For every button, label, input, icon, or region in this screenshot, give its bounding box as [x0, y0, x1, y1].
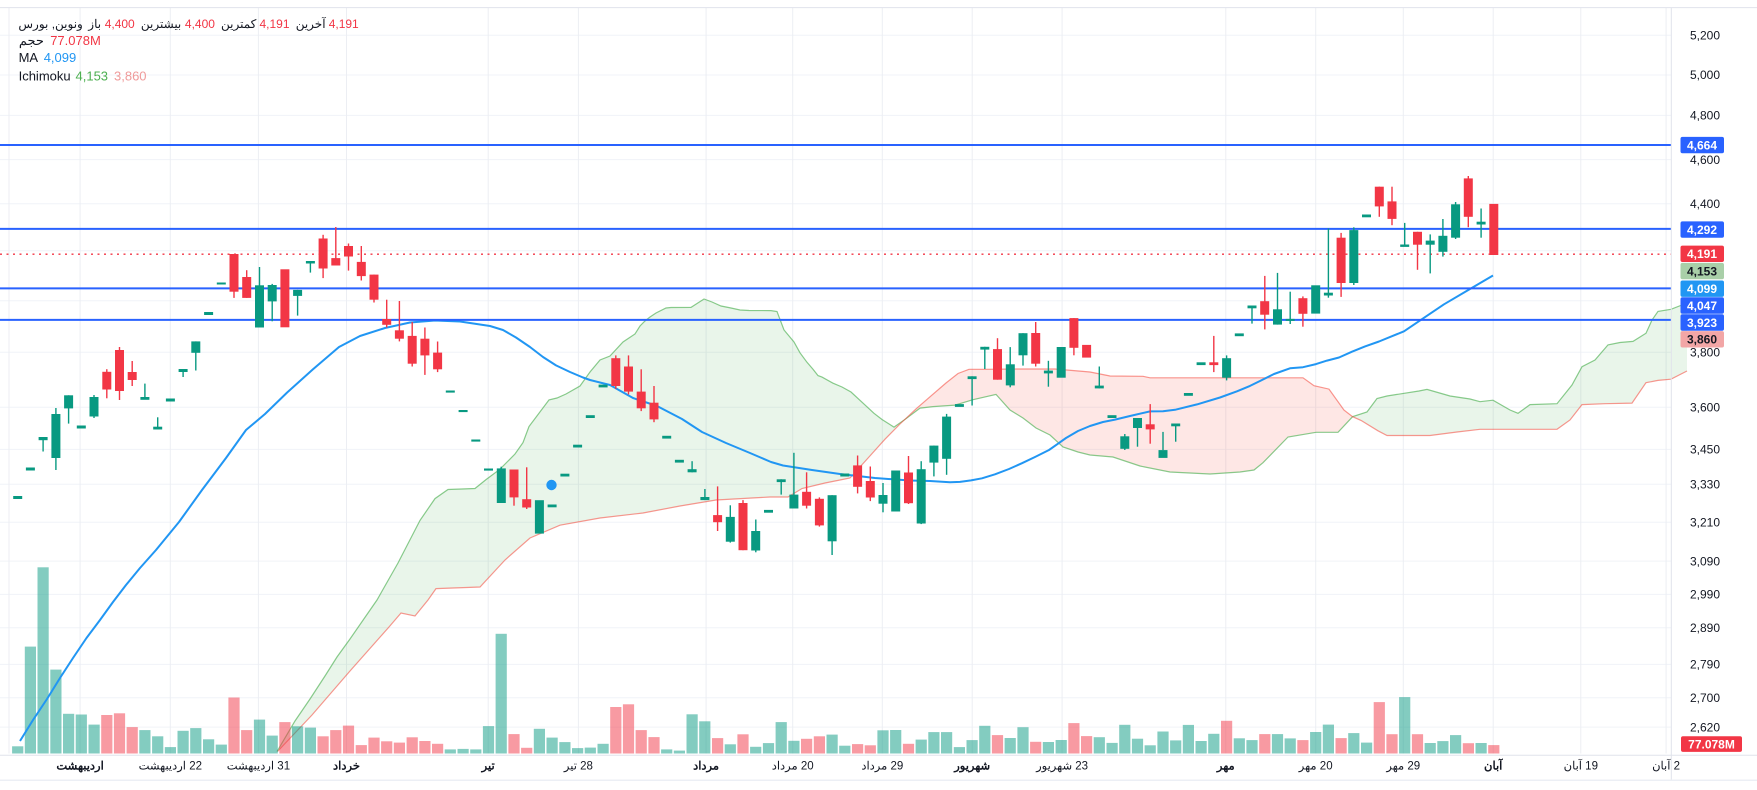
svg-text:خرداد: خرداد [333, 760, 360, 774]
svg-text:3,860: 3,860 [114, 68, 147, 83]
svg-text:Ichimoku: Ichimoku [19, 68, 71, 83]
svg-text:شهریور: شهریور [953, 761, 990, 774]
svg-text:اردیبهشت: اردیبهشت [56, 760, 103, 774]
svg-text:2,990: 2,990 [1690, 588, 1720, 602]
svg-text:77.078M: 77.078M [1688, 737, 1735, 751]
svg-text:3,923: 3,923 [1687, 316, 1717, 330]
svg-text:3,330: 3,330 [1690, 477, 1720, 491]
svg-text:77.078M: 77.078M [50, 33, 101, 48]
svg-text:4,292: 4,292 [1687, 223, 1717, 237]
svg-text:مرداد: مرداد [693, 760, 719, 774]
svg-text:آخرین: آخرین [296, 16, 327, 31]
svg-text:کمترین: کمترین [221, 17, 257, 31]
svg-text:بیشترین: بیشترین [141, 17, 181, 31]
svg-text:4,191: 4,191 [260, 17, 290, 31]
svg-text:4,153: 4,153 [1687, 264, 1717, 278]
svg-text:4,099: 4,099 [1687, 282, 1717, 296]
svg-text:حجم: حجم [19, 33, 44, 49]
svg-text:22 اردیبهشت: 22 اردیبهشت [139, 760, 202, 773]
svg-text:2,700: 2,700 [1690, 691, 1720, 705]
svg-text:20 مرداد: 20 مرداد [772, 760, 814, 773]
svg-text:3,450: 3,450 [1690, 443, 1720, 457]
svg-text:2,790: 2,790 [1690, 658, 1720, 672]
svg-text:3,800: 3,800 [1690, 346, 1720, 360]
svg-text:3,210: 3,210 [1690, 515, 1720, 529]
svg-text:3,090: 3,090 [1690, 554, 1720, 568]
svg-text:31 اردیبهشت: 31 اردیبهشت [227, 760, 290, 773]
svg-text:23 شهریور: 23 شهریور [1035, 761, 1088, 773]
svg-text:تیر: تیر [481, 761, 496, 774]
svg-text:5,200: 5,200 [1690, 28, 1720, 42]
svg-text:3,600: 3,600 [1690, 401, 1720, 415]
svg-text:20 مهر: 20 مهر [1298, 761, 1333, 773]
svg-text:آبان: آبان [1484, 757, 1504, 773]
svg-text:ونوین, بورس: ونوین, بورس [18, 17, 82, 31]
svg-text:29 مهر: 29 مهر [1385, 761, 1420, 773]
svg-text:4,099: 4,099 [44, 50, 77, 65]
svg-text:4,600: 4,600 [1690, 153, 1720, 167]
svg-text:4,664: 4,664 [1687, 138, 1717, 152]
svg-text:MA: MA [19, 50, 39, 65]
svg-text:2,890: 2,890 [1690, 621, 1720, 635]
svg-text:باز: باز [87, 17, 101, 31]
svg-text:29 مرداد: 29 مرداد [861, 760, 903, 773]
svg-text:4,400: 4,400 [1690, 197, 1720, 211]
svg-text:4,047: 4,047 [1687, 299, 1717, 313]
svg-text:4,800: 4,800 [1690, 109, 1720, 123]
svg-text:4,191: 4,191 [329, 17, 359, 31]
svg-text:2,620: 2,620 [1690, 720, 1720, 734]
svg-text:3,860: 3,860 [1687, 333, 1717, 347]
svg-text:4,400: 4,400 [185, 17, 215, 31]
svg-text:19 آبان: 19 آبان [1564, 758, 1598, 773]
svg-text:2 آبان: 2 آبان [1652, 758, 1680, 773]
svg-text:4,191: 4,191 [1687, 247, 1717, 261]
svg-text:مهر: مهر [1216, 761, 1235, 774]
svg-text:4,400: 4,400 [105, 17, 135, 31]
svg-text:5,000: 5,000 [1690, 68, 1720, 82]
svg-text:4,153: 4,153 [76, 68, 109, 83]
svg-text:28 تیر: 28 تیر [563, 761, 593, 773]
